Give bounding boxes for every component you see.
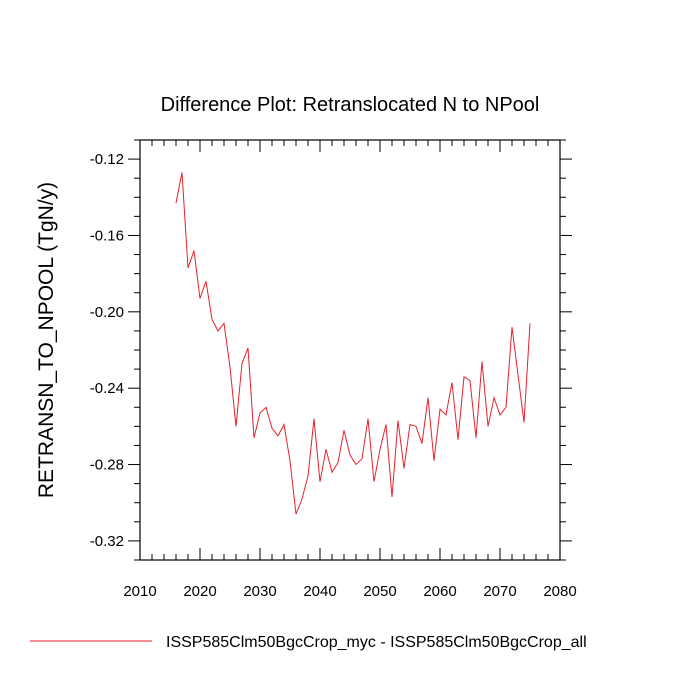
x-tick-label: 2010 <box>123 583 156 600</box>
series-line <box>175 172 531 515</box>
legend-label: ISSP585Clm50BgcCrop_myc - ISSP585Clm50Bg… <box>166 634 587 651</box>
x-tick-label: 2080 <box>543 583 576 600</box>
y-tick-label: -0.28 <box>90 457 124 474</box>
y-tick-label: -0.12 <box>90 151 124 168</box>
x-tick-label: 2020 <box>183 583 216 600</box>
x-tick-label: 2050 <box>363 583 396 600</box>
x-tick-label: 2040 <box>303 583 336 600</box>
y-axis-label: RETRANSN_TO_NPOOL (TgN/y) <box>35 182 58 498</box>
y-tick-label: -0.20 <box>90 304 124 321</box>
y-tick-label: -0.16 <box>90 227 124 244</box>
x-tick-label: 2030 <box>243 583 276 600</box>
x-tick-label: 2070 <box>483 583 516 600</box>
y-tick-label: -0.24 <box>90 380 124 397</box>
x-tick-label: 2060 <box>423 583 456 600</box>
chart-title: Difference Plot: Retranslocated N to NPo… <box>161 94 540 116</box>
plot-frame <box>139 139 561 561</box>
y-tick-label: -0.32 <box>90 533 124 550</box>
data-series <box>175 172 531 515</box>
axis-tick-labels: 2010 2020 2030 2040 2050 2060 2070 2080 -0.32 -0.… <box>90 151 577 600</box>
axis-ticks <box>128 139 572 561</box>
